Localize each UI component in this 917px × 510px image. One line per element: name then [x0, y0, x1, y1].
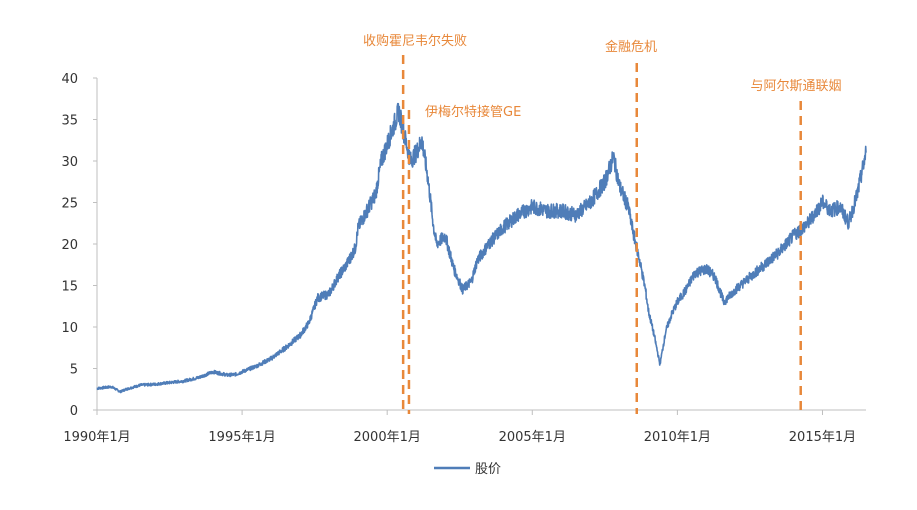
x-tick-label: 2015年1月: [789, 430, 856, 445]
legend-label: 股价: [475, 462, 501, 477]
y-tick-label: 40: [61, 72, 78, 87]
axes: 0 5 10 15 20 25 30 35 40 1990年1月 1995年1月 2000年1月 200…: [61, 72, 866, 445]
series-layer: [96, 102, 867, 394]
x-tick-label: 2000年1月: [354, 430, 421, 445]
x-tick-label: 2010年1月: [644, 430, 711, 445]
legend: 股价: [434, 462, 501, 477]
event-label: 与阿尔斯通联姻: [750, 79, 841, 94]
y-tick-label: 20: [61, 238, 78, 253]
y-tick-label: 0: [70, 404, 78, 419]
y-tick-label: 25: [61, 197, 78, 212]
y-tick-label: 10: [61, 321, 78, 336]
event-label: 伊梅尔特接管GE: [425, 104, 521, 120]
event-label: 金融危机: [605, 39, 657, 55]
x-tick-label: 1995年1月: [208, 430, 275, 445]
y-tick-label: 15: [61, 280, 78, 295]
y-tick-label: 5: [70, 363, 78, 378]
event-label: 收购霍尼韦尔失败: [363, 33, 467, 49]
x-tick-label: 2005年1月: [499, 430, 566, 445]
y-tick-label: 35: [61, 114, 78, 129]
y-tick-label: 30: [61, 155, 78, 170]
x-tick-label: 1990年1月: [63, 430, 130, 445]
series-line-0: [96, 102, 867, 394]
